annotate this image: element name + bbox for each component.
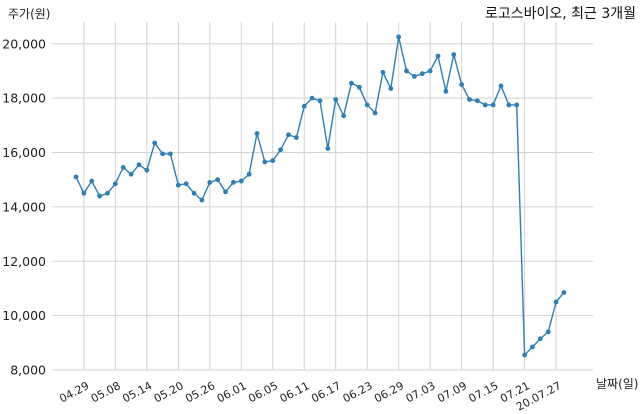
data-point: [152, 140, 158, 146]
x-tick-label: 07.09: [435, 379, 469, 405]
data-point: [404, 68, 409, 74]
data-point: [231, 180, 236, 185]
data-point: [246, 171, 252, 177]
y-tick-label: 16,000: [2, 145, 46, 160]
price-data-points: [73, 34, 567, 358]
data-point: [215, 177, 221, 183]
data-point: [537, 336, 543, 342]
data-point: [160, 151, 165, 157]
data-point: [97, 193, 103, 199]
data-point: [364, 102, 370, 108]
data-point: [427, 68, 433, 74]
x-tick-label: 07.15: [467, 379, 501, 405]
data-point: [105, 190, 110, 196]
x-axis-ticks: 04.2905.0805.1405.2005.2606.0106.0506.11…: [57, 379, 563, 413]
data-point: [81, 190, 87, 196]
data-point: [467, 97, 472, 102]
x-tick-label: 06.11: [278, 379, 312, 405]
y-tick-label: 18,000: [2, 91, 46, 106]
chart-title: 로고스바이오, 최근 3개월: [485, 6, 636, 22]
data-point: [443, 88, 449, 94]
data-point: [561, 290, 567, 295]
data-point: [238, 178, 244, 184]
y-tick-label: 10,000: [2, 308, 46, 323]
y-tick-label: 8,000: [10, 363, 46, 378]
data-point: [112, 181, 118, 187]
data-point: [325, 146, 331, 151]
data-point: [459, 82, 465, 87]
x-tick-label: 06.23: [341, 379, 375, 405]
data-point: [293, 135, 299, 140]
data-point: [419, 71, 425, 77]
data-point: [380, 69, 386, 75]
data-point: [309, 95, 315, 101]
data-point: [372, 110, 378, 116]
x-tick-label: 06.01: [215, 379, 249, 405]
y-axis-unit-label: 주가(원): [8, 7, 50, 21]
x-axis-unit-label: 날짜(일): [596, 377, 638, 391]
x-tick-label: 04.29: [57, 379, 91, 405]
price-series-line: [75, 36, 565, 357]
y-axis-ticks: 8,000 10,000 12,000 14,000 16,000 18,000 20,00…: [2, 36, 46, 377]
data-point: [120, 165, 126, 170]
data-point: [349, 80, 354, 86]
data-point: [168, 151, 173, 157]
data-point: [270, 158, 276, 164]
data-point: [388, 86, 394, 92]
data-point: [451, 52, 457, 58]
data-point: [223, 189, 228, 195]
data-point: [128, 171, 134, 177]
data-point: [183, 181, 189, 187]
data-point: [89, 178, 95, 184]
data-point: [333, 97, 339, 102]
data-point: [199, 197, 205, 203]
data-point: [514, 102, 520, 108]
y-tick-label: 14,000: [2, 199, 46, 214]
data-point: [522, 352, 527, 358]
data-point: [482, 102, 488, 108]
grid: [52, 22, 593, 371]
data-point: [474, 98, 480, 104]
data-point: [278, 147, 284, 153]
data-point: [412, 73, 417, 79]
data-point: [144, 167, 150, 173]
data-point: [545, 329, 551, 335]
data-point: [207, 180, 213, 185]
x-tick-label: 05.14: [120, 379, 154, 405]
data-point: [498, 83, 504, 89]
data-point: [191, 190, 197, 196]
data-point: [317, 98, 323, 104]
x-tick-label: 05.20: [152, 379, 186, 405]
data-point: [73, 174, 79, 180]
data-point: [506, 102, 512, 108]
y-tick-label: 12,000: [2, 254, 46, 269]
data-point: [136, 162, 142, 168]
data-point: [356, 84, 362, 90]
x-tick-label: 06.29: [372, 379, 406, 405]
data-point: [286, 132, 291, 138]
data-point: [254, 131, 260, 136]
data-point: [553, 299, 559, 305]
data-point: [396, 34, 402, 40]
x-tick-label: 05.08: [89, 379, 123, 405]
data-point: [175, 182, 181, 188]
data-point: [262, 159, 268, 165]
y-tick-label: 20,000: [2, 36, 46, 51]
data-point: [301, 103, 307, 109]
x-tick-label: 07.03: [404, 379, 438, 405]
data-point: [490, 102, 496, 108]
x-tick-label: 06.17: [309, 379, 343, 405]
data-point: [341, 113, 346, 119]
x-tick-label: 06.05: [246, 379, 280, 405]
x-tick-label: 05.26: [183, 379, 217, 405]
data-point: [435, 53, 441, 59]
data-point: [530, 344, 535, 350]
